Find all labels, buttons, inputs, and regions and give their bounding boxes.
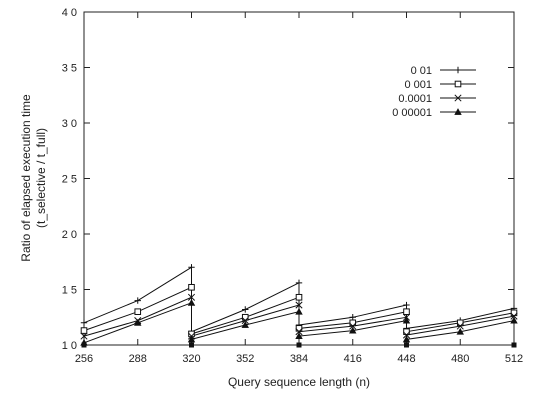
data-point-marker (403, 301, 410, 309)
data-point-marker (188, 283, 195, 291)
data-point-marker (242, 306, 249, 313)
legend-entry-label: 0 001 (404, 79, 432, 91)
data-point-marker (510, 316, 518, 324)
x-tick-label: 512 (505, 353, 523, 365)
x-tick-labels: 256 288 320 352 384 416 448 480 512 (75, 353, 523, 365)
data-point-marker (349, 322, 357, 330)
data-point-marker (80, 327, 88, 334)
y-tick-label: 1 0 (62, 340, 77, 352)
data-point-marker (403, 308, 410, 315)
data-point-marker (402, 335, 411, 343)
data-point-marker (456, 322, 464, 330)
baseline-markers (81, 342, 517, 348)
baseline-marker (81, 342, 87, 348)
y-tick-label: 2 5 (62, 174, 77, 186)
legend: 0 01 0 001 0.0001 0 00001 (392, 65, 476, 119)
data-point-marker (134, 318, 142, 326)
data-point-marker (241, 321, 249, 328)
x-tick-label: 384 (290, 353, 308, 365)
data-point-marker (188, 264, 195, 271)
data-point-marker (80, 332, 88, 340)
data-point-marker (295, 328, 303, 336)
legend-marker (454, 108, 462, 115)
y-tick-labels: 1 0 1 5 2 0 2 5 3 0 3 5 4 0 (62, 7, 77, 352)
x-tick-label: 480 (451, 353, 469, 365)
x-tick-label: 352 (236, 353, 254, 365)
y-tick-label: 2 0 (62, 229, 77, 241)
x-tick-label: 416 (344, 353, 362, 365)
data-point-marker (349, 314, 356, 321)
y-axis-label-formula: (t_selective / t_full) (34, 128, 48, 228)
x-tick-label: 256 (75, 353, 93, 365)
data-point-marker (187, 298, 196, 306)
data-point-marker (187, 335, 196, 343)
legend-entry-label: 0.0001 (398, 93, 432, 105)
tick-marks (83, 11, 515, 346)
y-tick-label: 3 5 (62, 63, 77, 75)
data-point-marker (349, 326, 357, 334)
legend-marker (454, 94, 462, 102)
series-markers (80, 264, 518, 346)
data-point-marker (241, 317, 249, 325)
data-point-marker (510, 312, 518, 320)
baseline-marker (404, 342, 409, 348)
data-point-marker (402, 316, 411, 324)
data-point-marker (134, 308, 142, 315)
legend-marker (454, 80, 462, 88)
data-point-marker (456, 327, 464, 335)
legend-entry-label: 0 00001 (392, 107, 432, 119)
data-point-marker (295, 293, 303, 301)
baseline-marker (296, 342, 302, 348)
legend-marker (454, 66, 462, 74)
data-point-marker (134, 297, 141, 304)
y-tick-label: 3 0 (62, 118, 77, 130)
data-point-marker (295, 301, 303, 309)
baseline-marker (189, 342, 194, 348)
y-axis-label: Ratio of elapsed execution time (19, 94, 33, 262)
data-point-marker (295, 279, 303, 287)
data-point-marker (295, 307, 303, 315)
x-axis-label: Query sequence length (n) (228, 375, 370, 389)
x-tick-label: 320 (182, 353, 200, 365)
y-tick-label: 1 5 (62, 285, 77, 297)
baseline-marker (511, 342, 517, 348)
data-point-marker (402, 331, 411, 339)
x-tick-label: 448 (397, 353, 415, 365)
data-point-marker (295, 332, 303, 340)
x-tick-label: 288 (129, 353, 147, 365)
data-point-marker (80, 319, 88, 326)
data-point-marker (187, 293, 196, 301)
y-tick-label: 4 0 (62, 7, 77, 19)
legend-entry-label: 0 01 (411, 65, 432, 77)
